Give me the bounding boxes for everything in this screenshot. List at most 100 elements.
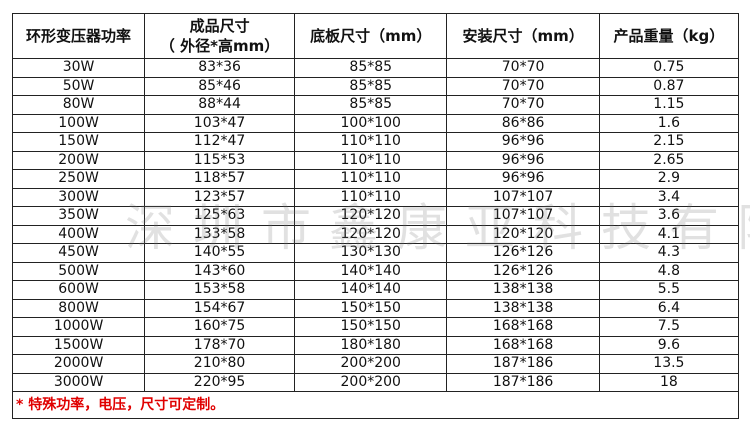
cell-power: 2000W [11,354,146,374]
cell-base-size: 200*200 [294,354,448,374]
cell-power: 600W [11,280,146,300]
cell-mount-size: 187*186 [446,354,600,374]
cell-product-size: 112*47 [144,132,296,152]
cell-base-size: 180*180 [294,335,448,355]
cell-base-size: 140*140 [294,280,448,300]
cell-product-size: 83*36 [144,58,296,78]
cell-power: 1500W [11,335,146,355]
cell-product-size: 210*80 [144,354,296,374]
cell-base-size: 200*200 [294,372,448,392]
header-mount-size: 安装尺寸（mm） [446,13,600,59]
header-row: 环形变压器功率 成品尺寸（ 外径*高mm） 底板尺寸（mm） 安装尺寸（mm） … [11,13,740,59]
table-row: 300W 123*57 110*110 107*107 3.4 [11,187,740,207]
cell-product-size: 153*58 [144,280,296,300]
cell-power: 150W [11,132,146,152]
cell-weight: 2.15 [598,132,740,152]
cell-weight: 9.6 [598,335,740,355]
cell-weight: 13.5 [598,354,740,374]
cell-base-size: 110*110 [294,132,448,152]
cell-weight: 0.87 [598,76,740,96]
cell-power: 800W [11,298,146,318]
table-row: 100W 103*47 100*100 86*86 1.6 [11,113,740,133]
cell-power: 250W [11,169,146,189]
header-power: 环形变压器功率 [11,13,146,59]
cell-product-size: 88*44 [144,95,296,115]
cell-base-size: 130*130 [294,243,448,263]
table-row: 500W 143*60 140*140 126*126 4.8 [11,261,740,281]
table-row: 30W 83*36 85*85 70*70 0.75 [11,58,740,78]
table-row: 150W 112*47 110*110 96*96 2.15 [11,132,740,152]
cell-base-size: 150*150 [294,298,448,318]
header-product-size-line2: （ 外径*高mm） [159,37,280,55]
cell-mount-size: 138*138 [446,298,600,318]
cell-weight: 4.8 [598,261,740,281]
cell-mount-size: 120*120 [446,224,600,244]
cell-mount-size: 96*96 [446,132,600,152]
cell-weight: 1.6 [598,113,740,133]
cell-base-size: 110*110 [294,169,448,189]
cell-weight: 2.65 [598,150,740,170]
cell-product-size: 160*75 [144,317,296,337]
cell-weight: 4.1 [598,224,740,244]
cell-mount-size: 70*70 [446,58,600,78]
table-row: 2000W 210*80 200*200 187*186 13.5 [11,354,740,374]
table-row: 600W 153*58 140*140 138*138 5.5 [11,280,740,300]
cell-mount-size: 138*138 [446,280,600,300]
table-row: 1000W 160*75 150*150 168*168 7.5 [11,317,740,337]
cell-mount-size: 70*70 [446,95,600,115]
cell-base-size: 85*85 [294,76,448,96]
cell-mount-size: 168*168 [446,335,600,355]
cell-power: 80W [11,95,146,115]
cell-power: 500W [11,261,146,281]
table-row: 800W 154*67 150*150 138*138 6.4 [11,298,740,318]
spec-table: 环形变压器功率 成品尺寸（ 外径*高mm） 底板尺寸（mm） 安装尺寸（mm） … [11,13,740,419]
cell-base-size: 120*120 [294,224,448,244]
cell-mount-size: 107*107 [446,187,600,207]
cell-mount-size: 86*86 [446,113,600,133]
cell-power: 100W [11,113,146,133]
table-row: 200W 115*53 110*110 96*96 2.65 [11,150,740,170]
cell-power: 350W [11,206,146,226]
cell-mount-size: 107*107 [446,206,600,226]
cell-weight: 2.9 [598,169,740,189]
table-row: 80W 88*44 85*85 70*70 1.15 [11,95,740,115]
table-row: 350W 125*63 120*120 107*107 3.6 [11,206,740,226]
cell-product-size: 143*60 [144,261,296,281]
cell-weight: 1.15 [598,95,740,115]
cell-product-size: 220*95 [144,372,296,392]
custom-note: * 特殊功率，电压，尺寸可定制。 [12,391,739,419]
cell-mount-size: 96*96 [446,150,600,170]
cell-product-size: 125*63 [144,206,296,226]
cell-mount-size: 126*126 [446,261,600,281]
cell-power: 3000W [11,372,146,392]
table-row: 3000W 220*95 200*200 187*186 18 [11,372,740,392]
cell-product-size: 178*70 [144,335,296,355]
table-row: 450W 140*55 130*130 126*126 4.3 [11,243,740,263]
note-row: * 特殊功率，电压，尺寸可定制。 [12,391,739,419]
cell-power: 200W [11,150,146,170]
table-row: 400W 133*58 120*120 120*120 4.1 [11,224,740,244]
cell-weight: 18 [598,372,740,392]
cell-power: 400W [11,224,146,244]
header-base-size: 底板尺寸（mm） [294,13,448,59]
cell-base-size: 140*140 [294,261,448,281]
cell-base-size: 110*110 [294,150,448,170]
cell-product-size: 154*67 [144,298,296,318]
cell-power: 300W [11,187,146,207]
table-row: 250W 118*57 110*110 96*96 2.9 [11,169,740,189]
cell-weight: 4.3 [598,243,740,263]
cell-mount-size: 70*70 [446,76,600,96]
cell-product-size: 123*57 [144,187,296,207]
cell-product-size: 85*46 [144,76,296,96]
cell-power: 30W [11,58,146,78]
table-row: 1500W 178*70 180*180 168*168 9.6 [11,335,740,355]
cell-product-size: 140*55 [144,243,296,263]
cell-mount-size: 96*96 [446,169,600,189]
cell-base-size: 120*120 [294,206,448,226]
cell-product-size: 133*58 [144,224,296,244]
cell-base-size: 110*110 [294,187,448,207]
cell-weight: 0.75 [598,58,740,78]
cell-power: 450W [11,243,146,263]
header-weight: 产品重量（kg） [598,13,740,59]
cell-weight: 3.4 [598,187,740,207]
